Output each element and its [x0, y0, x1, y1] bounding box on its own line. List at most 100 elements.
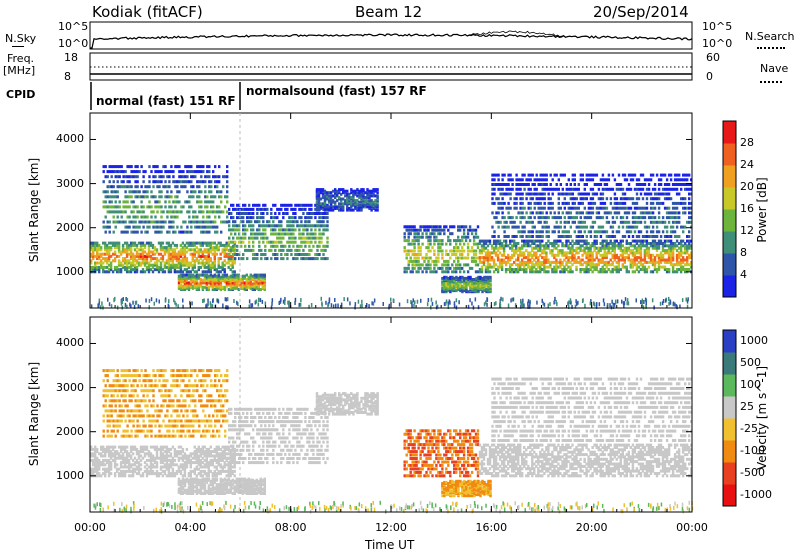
echo-cell	[102, 241, 105, 245]
echo-cell	[657, 197, 661, 201]
echo-cell	[533, 270, 536, 274]
echo-cell	[181, 250, 185, 254]
echo-cell	[348, 199, 351, 203]
echo-cell	[370, 194, 373, 198]
echo-cell	[500, 253, 504, 257]
echo-cell	[667, 187, 671, 191]
echo-cell	[360, 194, 363, 198]
echo-cell	[122, 180, 125, 184]
echo-cell	[141, 268, 145, 272]
echo-cell	[106, 220, 109, 224]
echo-cell	[134, 220, 137, 224]
echo-cell	[318, 236, 321, 240]
echo-cell	[208, 215, 211, 219]
echo-cell	[563, 225, 566, 229]
echo-cell	[121, 248, 125, 252]
echo-cell	[601, 244, 604, 248]
echo-cell	[504, 239, 508, 243]
echo-cell	[302, 224, 305, 228]
echo-cell	[583, 220, 586, 224]
echo-cell	[625, 220, 629, 224]
echo-cell	[166, 175, 169, 179]
echo-cell	[352, 196, 355, 199]
echo-cell	[187, 265, 191, 269]
echo-cell	[459, 266, 462, 270]
echo-cell	[525, 211, 528, 215]
echo-cell	[679, 270, 683, 274]
echo-cell	[124, 175, 127, 179]
echo-cell	[115, 241, 119, 245]
echo-cell	[433, 239, 436, 243]
echo-cell	[300, 253, 303, 256]
echo-cell	[314, 224, 317, 228]
echo-cell	[204, 185, 207, 189]
echo-cell	[492, 251, 496, 255]
echo-cell	[177, 259, 181, 263]
echo-cell	[613, 211, 617, 215]
echo-cell	[671, 216, 675, 220]
echo-cell	[523, 270, 526, 274]
echo-cell	[619, 197, 623, 201]
echo-cell	[492, 270, 496, 274]
echo-cell	[112, 220, 115, 224]
echo-cell	[368, 192, 371, 196]
echo-cell	[219, 243, 222, 247]
echo-cell	[360, 207, 363, 210]
echo-cell	[573, 201, 576, 205]
echo-cell	[673, 220, 677, 224]
echo-cell	[613, 258, 616, 262]
echo-cell	[539, 201, 542, 205]
echo-cell	[245, 282, 248, 286]
echo-cell	[112, 195, 115, 199]
echo-cell	[200, 225, 203, 229]
echo-cell	[403, 232, 406, 236]
echo-cell	[173, 252, 177, 256]
echo-cell	[108, 195, 111, 199]
echo-cell	[449, 284, 452, 288]
echo-cell	[453, 246, 456, 250]
echo-cell	[176, 180, 179, 184]
echo-cell	[208, 170, 211, 174]
echo-cell	[294, 216, 297, 220]
echo-cell	[310, 216, 313, 220]
echo-cell	[196, 200, 199, 204]
echo-cell	[484, 258, 488, 262]
echo-cell	[356, 188, 359, 192]
echo-cell	[106, 195, 109, 199]
echo-cell	[507, 235, 510, 238]
echo-cell	[603, 251, 606, 255]
echo-cell	[206, 175, 209, 179]
echo-cell	[318, 244, 321, 248]
echo-cell	[252, 248, 255, 252]
echo-cell	[362, 194, 365, 198]
echo-cell	[690, 260, 693, 264]
echo-cell	[605, 206, 609, 210]
echo-cell	[104, 243, 107, 247]
echo-cell	[449, 232, 452, 236]
echo-cell	[461, 225, 464, 229]
echo-cell	[230, 257, 233, 261]
echo-cell	[218, 210, 221, 214]
echo-cell	[531, 253, 534, 257]
echo-cell	[214, 220, 217, 224]
echo-cell	[635, 187, 639, 191]
echo-cell	[657, 216, 661, 220]
echo-cell	[615, 260, 618, 264]
echo-cell	[527, 235, 530, 238]
echo-cell	[146, 225, 149, 229]
echo-cell	[198, 225, 201, 229]
echo-cell	[226, 215, 229, 219]
echo-cell	[234, 253, 237, 256]
echo-cell	[362, 200, 365, 204]
echo-cell	[319, 207, 323, 210]
echo-cell	[310, 240, 313, 244]
echo-cell	[435, 270, 438, 274]
echo-cell	[105, 248, 109, 252]
echo-cell	[591, 220, 595, 224]
echo-cell	[587, 246, 590, 250]
echo-cell	[627, 183, 631, 186]
echo-cell	[302, 212, 305, 215]
clutter-cell	[334, 298, 336, 302]
echo-cell	[207, 250, 210, 254]
echo-cell	[140, 205, 143, 209]
